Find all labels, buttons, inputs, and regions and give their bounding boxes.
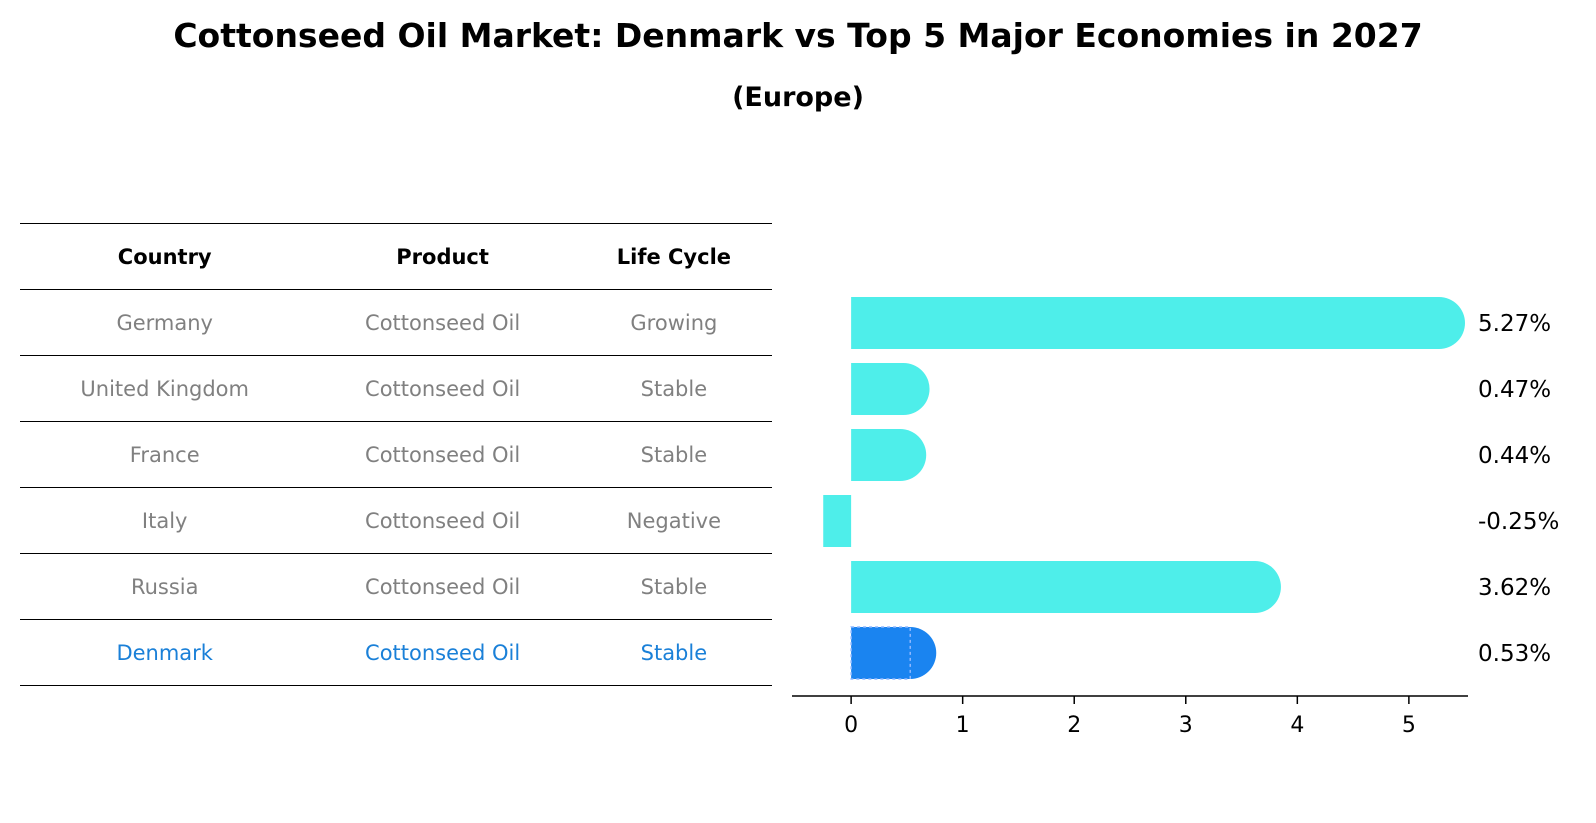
cell-life-cycle: Stable (575, 421, 772, 488)
data-label: 3.62% (1478, 575, 1551, 601)
table-row-highlighted: Denmark Cottonseed Oil Stable (20, 619, 772, 686)
bar-italy (823, 495, 852, 547)
cell-product: Cottonseed Oil (309, 355, 576, 422)
cell-life-cycle: Stable (575, 355, 772, 422)
bar-russia (851, 561, 1281, 613)
cell-product: Cottonseed Oil (309, 421, 576, 488)
cell-life-cycle: Stable (575, 553, 772, 620)
data-label: 0.53% (1478, 641, 1551, 667)
x-tick-label: 5 (1402, 713, 1416, 738)
table-row: Germany Cottonseed Oil Growing (20, 289, 772, 356)
cell-country: United Kingdom (20, 355, 310, 422)
header-country: Country (20, 223, 310, 290)
x-tick-label: 0 (844, 713, 858, 738)
country-table: Country Product Life Cycle Germany Cotto… (20, 223, 772, 686)
data-label: 5.27% (1478, 311, 1551, 337)
data-label: -0.25% (1478, 509, 1559, 535)
table-row: Italy Cottonseed Oil Negative (20, 487, 772, 554)
table-row: France Cottonseed Oil Stable (20, 421, 772, 488)
cell-product: Cottonseed Oil (309, 553, 576, 620)
bar-france (851, 429, 927, 481)
cell-country: Germany (20, 289, 310, 356)
header-product: Product (309, 223, 576, 290)
data-label: 0.44% (1478, 443, 1551, 469)
cell-product: Cottonseed Oil (309, 487, 576, 554)
table-header-row: Country Product Life Cycle (20, 223, 772, 290)
cell-life-cycle: Stable (575, 619, 772, 686)
table-row: United Kingdom Cottonseed Oil Stable (20, 355, 772, 422)
x-tick-label: 1 (956, 713, 970, 738)
cell-country: Denmark (20, 619, 310, 686)
cell-product: Cottonseed Oil (309, 619, 576, 686)
chart-subtitle: (Europe) (732, 82, 864, 113)
x-tick-label: 4 (1290, 713, 1304, 738)
cell-life-cycle: Growing (575, 289, 772, 356)
cell-country: France (20, 421, 310, 488)
table-row: Russia Cottonseed Oil Stable (20, 553, 772, 620)
x-tick-label: 3 (1179, 713, 1193, 738)
cell-country: Russia (20, 553, 310, 620)
cell-country: Italy (20, 487, 310, 554)
x-tick-label: 2 (1067, 713, 1081, 738)
bar-highlight-outline (850, 626, 911, 680)
cell-product: Cottonseed Oil (309, 289, 576, 356)
chart-title: Cottonseed Oil Market: Denmark vs Top 5 … (173, 16, 1423, 55)
bar-germany (851, 297, 1465, 349)
cell-life-cycle: Negative (575, 487, 772, 554)
bar-united-kingdom (851, 363, 930, 415)
data-label: 0.47% (1478, 377, 1551, 403)
header-life-cycle: Life Cycle (575, 223, 772, 290)
bar-denmark (851, 627, 937, 679)
